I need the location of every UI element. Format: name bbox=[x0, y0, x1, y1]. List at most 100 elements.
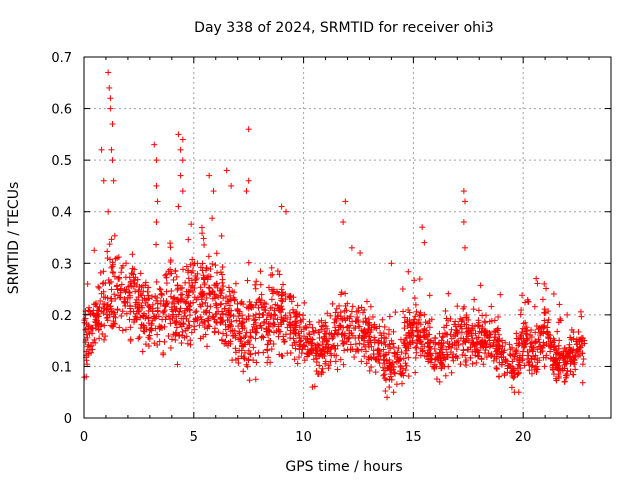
data-point bbox=[387, 345, 394, 352]
data-point bbox=[361, 326, 368, 333]
data-point bbox=[421, 352, 428, 359]
data-point bbox=[545, 308, 552, 315]
data-point bbox=[469, 322, 476, 329]
data-point bbox=[407, 321, 414, 328]
data-point bbox=[179, 188, 186, 195]
data-point bbox=[173, 305, 180, 312]
data-point bbox=[470, 306, 477, 313]
data-point bbox=[439, 360, 446, 367]
data-point bbox=[368, 364, 375, 371]
data-point bbox=[533, 363, 540, 370]
data-point bbox=[268, 346, 275, 353]
data-point bbox=[547, 348, 554, 355]
data-point bbox=[286, 319, 293, 326]
data-point bbox=[278, 286, 285, 293]
data-point bbox=[153, 182, 160, 189]
data-point bbox=[287, 349, 294, 356]
data-point bbox=[165, 313, 172, 320]
data-point bbox=[488, 317, 495, 324]
data-point bbox=[577, 336, 584, 343]
data-point bbox=[325, 365, 332, 372]
data-point bbox=[286, 293, 293, 300]
y-tick-label: 0.5 bbox=[51, 154, 72, 169]
data-point bbox=[516, 340, 523, 347]
y-axis-label: SRMTID / TECUs bbox=[6, 182, 22, 295]
data-point bbox=[252, 376, 259, 383]
data-point bbox=[331, 319, 338, 326]
data-point bbox=[376, 323, 383, 330]
data-point bbox=[130, 283, 137, 290]
data-point bbox=[217, 301, 224, 308]
data-point bbox=[163, 280, 170, 287]
data-point bbox=[213, 304, 220, 311]
data-point bbox=[183, 333, 190, 340]
data-point bbox=[270, 290, 277, 297]
data-point bbox=[96, 304, 103, 311]
data-point bbox=[235, 323, 242, 330]
data-point bbox=[116, 324, 123, 331]
data-point bbox=[327, 312, 334, 319]
data-point bbox=[176, 332, 183, 339]
data-point bbox=[327, 345, 334, 352]
data-point bbox=[288, 321, 295, 328]
data-point bbox=[271, 321, 278, 328]
data-point bbox=[248, 334, 255, 341]
data-point bbox=[260, 311, 267, 318]
data-point bbox=[153, 297, 160, 304]
data-point bbox=[98, 146, 105, 153]
x-tick-label: 5 bbox=[190, 430, 198, 445]
data-point bbox=[525, 352, 532, 359]
data-point bbox=[139, 348, 146, 355]
data-point bbox=[131, 280, 138, 287]
data-point bbox=[483, 353, 490, 360]
data-point bbox=[334, 342, 341, 349]
data-point bbox=[269, 271, 276, 278]
data-point bbox=[363, 298, 370, 305]
data-point bbox=[348, 244, 355, 251]
data-point bbox=[306, 349, 313, 356]
data-point bbox=[481, 328, 488, 335]
data-point bbox=[407, 341, 414, 348]
data-point bbox=[366, 367, 373, 374]
data-point bbox=[541, 363, 548, 370]
data-point bbox=[161, 323, 168, 330]
data-point bbox=[103, 315, 110, 322]
data-point bbox=[219, 264, 226, 271]
data-point bbox=[329, 335, 336, 342]
data-point bbox=[419, 224, 426, 231]
data-point bbox=[316, 334, 323, 341]
data-point bbox=[189, 256, 196, 263]
data-point bbox=[421, 332, 428, 339]
x-tick-label: 15 bbox=[405, 430, 422, 445]
data-point bbox=[174, 282, 181, 289]
data-point bbox=[362, 315, 369, 322]
data-point bbox=[452, 318, 459, 325]
data-point bbox=[368, 355, 375, 362]
data-point bbox=[319, 341, 326, 348]
data-point bbox=[146, 335, 153, 342]
data-point bbox=[388, 376, 395, 383]
data-point bbox=[383, 357, 390, 364]
data-point bbox=[122, 274, 129, 281]
data-point bbox=[579, 361, 586, 368]
data-point bbox=[392, 370, 399, 377]
data-point bbox=[163, 271, 170, 278]
data-point bbox=[403, 362, 410, 369]
data-point bbox=[483, 341, 490, 348]
data-point bbox=[510, 374, 517, 381]
data-point bbox=[140, 328, 147, 335]
data-point bbox=[516, 355, 523, 362]
data-point bbox=[418, 341, 425, 348]
data-point bbox=[187, 337, 194, 344]
data-point bbox=[358, 304, 365, 311]
data-point bbox=[186, 312, 193, 319]
data-point bbox=[134, 305, 141, 312]
data-point bbox=[469, 360, 476, 367]
data-point bbox=[106, 84, 113, 91]
data-point bbox=[130, 308, 137, 315]
data-point bbox=[246, 377, 253, 384]
data-point bbox=[84, 343, 91, 350]
data-point bbox=[362, 343, 369, 350]
data-point bbox=[567, 334, 574, 341]
data-point bbox=[238, 298, 245, 305]
